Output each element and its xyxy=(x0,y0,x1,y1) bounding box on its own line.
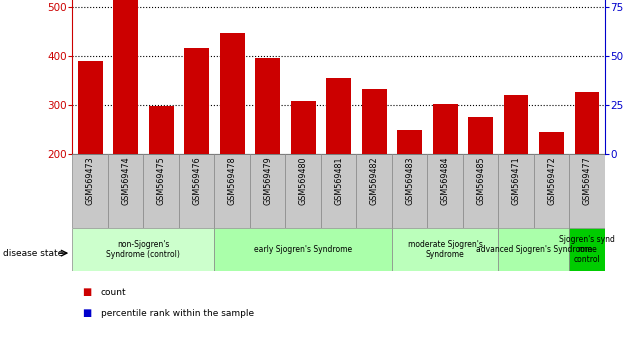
Bar xyxy=(498,228,570,271)
Text: GSM569474: GSM569474 xyxy=(121,156,130,205)
Text: GSM569477: GSM569477 xyxy=(583,156,592,205)
Text: GSM569472: GSM569472 xyxy=(547,156,556,205)
Bar xyxy=(468,117,493,252)
Bar xyxy=(326,78,351,252)
Bar xyxy=(214,228,392,271)
Bar xyxy=(72,154,108,228)
Text: GSM569483: GSM569483 xyxy=(405,156,414,205)
Bar xyxy=(108,154,144,228)
Bar xyxy=(570,228,605,271)
Bar xyxy=(214,154,250,228)
Bar xyxy=(77,61,103,252)
Text: early Sjogren's Syndrome: early Sjogren's Syndrome xyxy=(254,245,352,254)
Bar xyxy=(427,154,463,228)
Text: moderate Sjogren's
Syndrome: moderate Sjogren's Syndrome xyxy=(408,240,483,259)
Text: GSM569478: GSM569478 xyxy=(227,156,237,205)
Text: advanced Sjogren's Syndrome: advanced Sjogren's Syndrome xyxy=(476,245,592,254)
Bar xyxy=(503,95,529,252)
Bar xyxy=(285,154,321,228)
Bar xyxy=(72,228,214,271)
Text: Sjogren's synd
rome
control: Sjogren's synd rome control xyxy=(559,235,615,264)
Text: disease state: disease state xyxy=(3,249,64,258)
Bar xyxy=(144,154,179,228)
Bar xyxy=(433,104,457,252)
Text: GSM569480: GSM569480 xyxy=(299,156,307,205)
Bar xyxy=(539,132,564,252)
Text: count: count xyxy=(101,287,127,297)
Bar xyxy=(392,154,427,228)
Text: GSM569471: GSM569471 xyxy=(512,156,520,205)
Bar xyxy=(290,101,316,252)
Bar xyxy=(397,130,422,252)
Bar xyxy=(498,154,534,228)
Text: GSM569479: GSM569479 xyxy=(263,156,272,205)
Text: GSM569485: GSM569485 xyxy=(476,156,485,205)
Bar xyxy=(570,154,605,228)
Bar xyxy=(357,154,392,228)
Bar xyxy=(321,154,357,228)
Bar xyxy=(362,89,387,252)
Bar xyxy=(149,106,174,252)
Bar xyxy=(463,154,498,228)
Text: GSM569475: GSM569475 xyxy=(157,156,166,205)
Bar xyxy=(179,154,214,228)
Text: percentile rank within the sample: percentile rank within the sample xyxy=(101,309,254,318)
Bar xyxy=(113,0,138,252)
Text: GSM569481: GSM569481 xyxy=(334,156,343,205)
Bar xyxy=(255,58,280,252)
Text: GSM569476: GSM569476 xyxy=(192,156,201,205)
Bar xyxy=(575,92,600,252)
Bar xyxy=(250,154,285,228)
Text: GSM569473: GSM569473 xyxy=(86,156,94,205)
Bar xyxy=(184,48,209,252)
Bar xyxy=(534,154,570,228)
Bar xyxy=(220,33,244,252)
Text: ■: ■ xyxy=(82,287,91,297)
Bar xyxy=(392,228,498,271)
Text: GSM569484: GSM569484 xyxy=(440,156,450,205)
Text: non-Sjogren's
Syndrome (control): non-Sjogren's Syndrome (control) xyxy=(106,240,180,259)
Text: ■: ■ xyxy=(82,308,91,318)
Text: GSM569482: GSM569482 xyxy=(370,156,379,205)
